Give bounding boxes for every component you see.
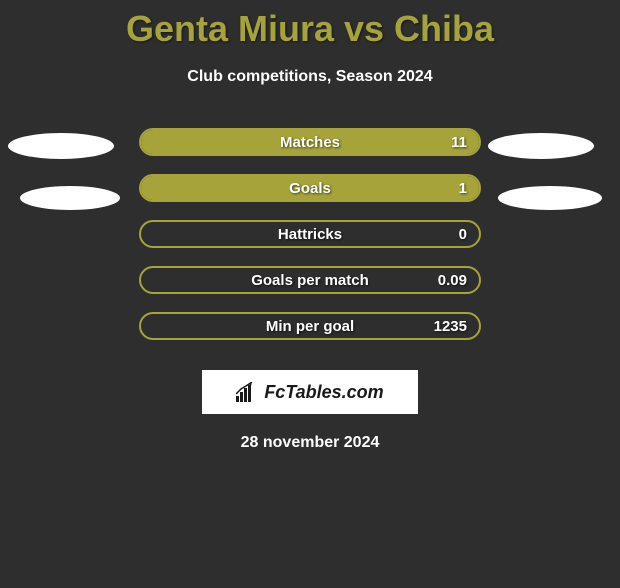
stat-value: 0	[459, 226, 467, 243]
stat-label: Min per goal	[266, 318, 354, 335]
decorative-ellipse	[498, 186, 602, 210]
decorative-ellipse	[8, 133, 114, 159]
stat-label: Hattricks	[278, 226, 342, 243]
stat-bar: Min per goal 1235	[139, 312, 481, 340]
stat-bar: Goals per match 0.09	[139, 266, 481, 294]
subtitle: Club competitions, Season 2024	[0, 68, 620, 86]
page-title: Genta Miura vs Chiba	[0, 8, 620, 50]
chart-icon	[236, 382, 258, 402]
stat-value: 1	[459, 180, 467, 197]
decorative-ellipse	[488, 133, 594, 159]
stats-bars: Matches 11 Goals 1 Hattricks 0 Goals per match…	[0, 128, 620, 340]
date-text: 28 november 2024	[0, 434, 620, 452]
stat-bar: Hattricks 0	[139, 220, 481, 248]
stat-label: Matches	[280, 134, 340, 151]
stat-bar: Matches 11	[139, 128, 481, 156]
stat-value: 0.09	[438, 272, 467, 289]
logo-box: FcTables.com	[202, 370, 418, 414]
decorative-ellipse	[20, 186, 120, 210]
stat-label: Goals	[289, 180, 331, 197]
stat-bar: Goals 1	[139, 174, 481, 202]
stat-value: 11	[451, 134, 467, 151]
stat-label: Goals per match	[251, 272, 369, 289]
stat-value: 1235	[434, 318, 467, 335]
logo-text: FcTables.com	[264, 382, 383, 403]
